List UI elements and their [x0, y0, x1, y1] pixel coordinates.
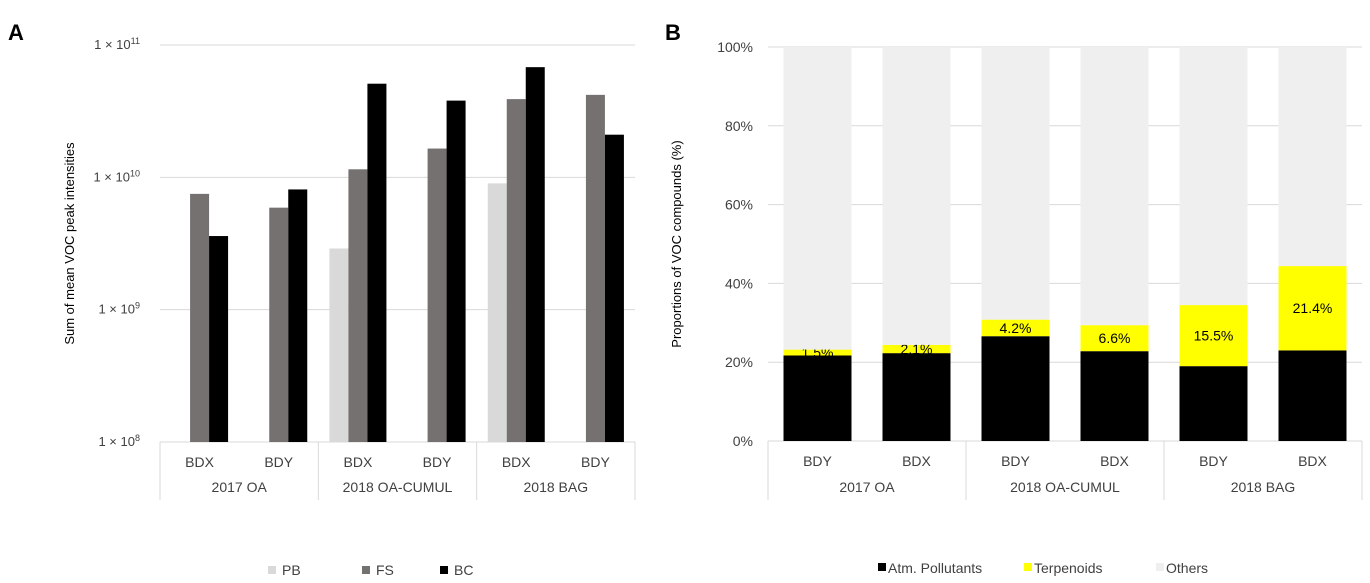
legend-swatch-bc — [440, 566, 448, 574]
x-tick-label: BDY — [1001, 453, 1030, 469]
legend-label-terpenoids: Terpenoids — [1034, 560, 1103, 576]
x-group-label: 2018 OA-CUMUL — [1010, 479, 1120, 495]
stack-segment-others — [1179, 47, 1248, 306]
data-label: 15.5% — [1194, 328, 1234, 344]
stack-segment-terpenoids — [1080, 325, 1149, 352]
panel-a-letter: A — [8, 20, 24, 45]
y-axis-title: Sum of mean VOC peak intensities — [62, 142, 77, 345]
y-tick-label: 1 × 108 — [98, 433, 140, 449]
stack-segment-atm-pollutants — [1179, 366, 1248, 441]
stack-segment-terpenoids — [1278, 266, 1347, 351]
data-label: 4.2% — [1000, 320, 1032, 336]
stack-segment-others — [1278, 47, 1347, 267]
x-group-label: 2018 BAG — [524, 479, 589, 495]
legend-swatch-terpenoids — [1024, 563, 1032, 571]
legend-label-bc: BC — [454, 562, 473, 578]
panel-b-chart: 0% 20% 40% 60% 80% 100% Proportions of VOC com… — [669, 39, 1363, 576]
y-tick-label: 20% — [725, 354, 753, 370]
x-tick-label: BDX — [902, 453, 931, 469]
legend-label-fs: FS — [376, 562, 394, 578]
y-tick-label: 100% — [717, 39, 753, 55]
stack-segment-atm-pollutants — [783, 355, 852, 441]
legend-swatch-others — [1156, 563, 1164, 571]
x-group-label: 2017 OA — [212, 479, 268, 495]
bar-bc — [604, 134, 624, 442]
stack-segment-atm-pollutants — [1080, 351, 1149, 441]
x-group-label: 2018 BAG — [1231, 479, 1296, 495]
bar-fs — [585, 94, 605, 442]
bar-pb — [329, 248, 349, 442]
bar-fs — [190, 193, 210, 442]
x-tick-label: BDY — [423, 454, 452, 470]
panel-b-letter: B — [665, 20, 681, 45]
y-tick-label: 1 × 1010 — [93, 168, 140, 184]
stack-segment-atm-pollutants — [1278, 350, 1347, 441]
legend-label-others: Others — [1166, 560, 1208, 576]
legend-label-pb: PB — [282, 562, 301, 578]
x-group-label: 2018 OA-CUMUL — [343, 479, 453, 495]
y-tick-label: 1 × 109 — [98, 301, 140, 317]
bar-pb — [487, 183, 507, 442]
x-tick-label: BDX — [185, 454, 214, 470]
bar-bc — [525, 67, 545, 442]
bar-bc — [367, 83, 387, 442]
stack-segment-terpenoids — [981, 319, 1050, 337]
bar-bc — [446, 100, 466, 442]
stack-segment-others — [1080, 47, 1149, 326]
bar-fs — [427, 148, 447, 442]
y-tick-label: 40% — [725, 275, 753, 291]
y-tick-label: 60% — [725, 197, 753, 213]
bar-fs — [506, 99, 526, 442]
legend-label-atm-pollutants: Atm. Pollutants — [888, 560, 982, 576]
stack-segment-terpenoids — [783, 349, 852, 356]
data-label: 2.1% — [901, 341, 933, 357]
legend-swatch-fs — [362, 566, 370, 574]
stack-segment-terpenoids — [882, 344, 951, 354]
y-tick-label: 0% — [733, 433, 753, 449]
x-group-label: 2017 OA — [839, 479, 895, 495]
bar-fs — [348, 169, 368, 443]
stack-segment-others — [882, 47, 951, 345]
panel-a-chart: 1 × 108 1 × 109 1 × 1010 1 × 1011 Sum of mea… — [62, 36, 636, 578]
x-tick-label: BDY — [264, 454, 293, 470]
bar-fs — [269, 207, 289, 442]
x-tick-label: BDY — [581, 454, 610, 470]
x-tick-label: BDX — [1298, 453, 1327, 469]
bar-bc — [288, 189, 308, 442]
x-tick-label: BDX — [502, 454, 531, 470]
y-tick-label: 80% — [725, 118, 753, 134]
stack-segment-others — [783, 47, 852, 350]
stack-segment-others — [981, 47, 1050, 320]
data-label: 21.4% — [1293, 300, 1333, 316]
stack-segment-terpenoids — [1179, 305, 1248, 367]
x-tick-label: BDX — [1100, 453, 1129, 469]
x-tick-label: BDY — [803, 453, 832, 469]
stack-segment-atm-pollutants — [882, 353, 951, 441]
y-tick-label: 1 × 1011 — [94, 36, 140, 52]
bar-bc — [209, 236, 229, 442]
y-axis-title: Proportions of VOC compounds (%) — [669, 140, 684, 347]
legend-swatch-pb — [268, 566, 276, 574]
data-label: 6.6% — [1099, 330, 1131, 346]
x-tick-label: BDY — [1199, 453, 1228, 469]
x-tick-label: BDX — [344, 454, 373, 470]
legend-swatch-atm-pollutants — [878, 563, 886, 571]
stack-segment-atm-pollutants — [981, 336, 1050, 441]
